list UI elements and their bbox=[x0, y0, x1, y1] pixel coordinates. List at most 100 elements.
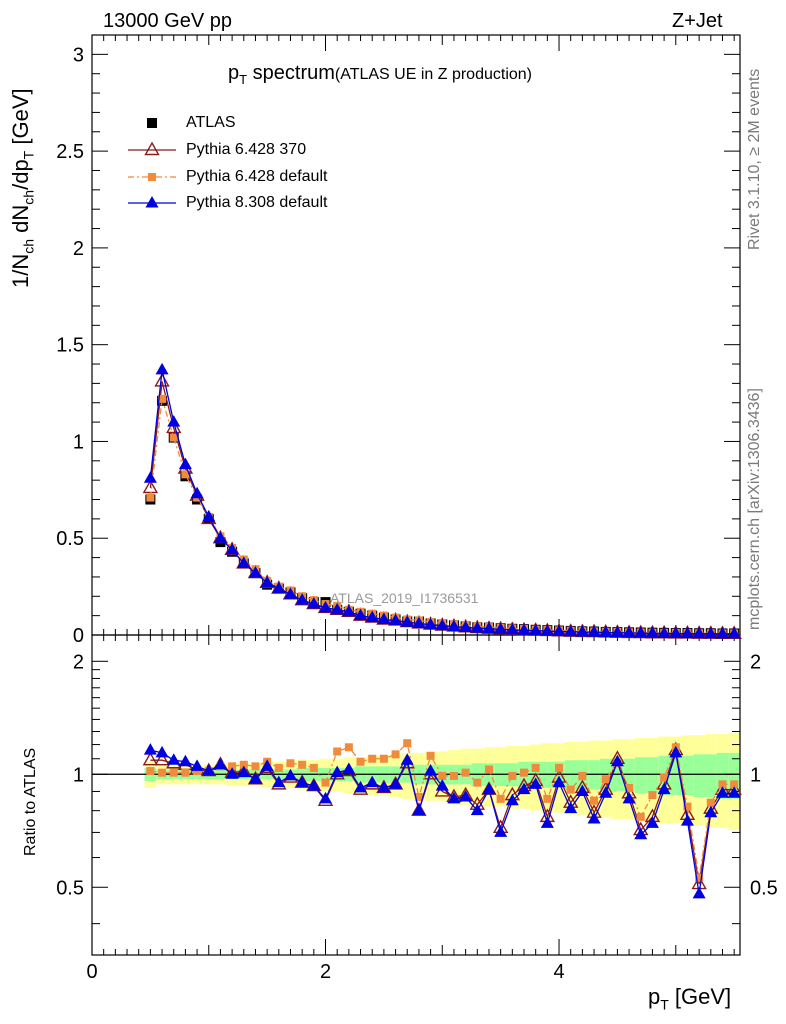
band-stat bbox=[646, 757, 659, 794]
data-point-11 bbox=[543, 794, 552, 803]
data-point-12 bbox=[447, 791, 461, 804]
data-point-11 bbox=[520, 768, 528, 777]
data-point-3 bbox=[447, 619, 461, 632]
data-point-12 bbox=[529, 777, 543, 789]
data-point-12 bbox=[190, 759, 204, 771]
data-point-12 bbox=[564, 801, 578, 814]
data-point-1 bbox=[154, 373, 170, 387]
data-point-12 bbox=[552, 775, 566, 788]
data-point-2 bbox=[181, 470, 190, 479]
data-point-3 bbox=[389, 613, 403, 626]
data-point-3 bbox=[599, 625, 613, 637]
data-point-11 bbox=[169, 768, 178, 777]
data-point-11 bbox=[251, 762, 260, 771]
data-point-3 bbox=[634, 626, 648, 638]
data-point-12 bbox=[389, 777, 403, 789]
data-point-12 bbox=[202, 764, 216, 776]
data-point-11 bbox=[473, 778, 482, 787]
data-point-11 bbox=[426, 751, 435, 760]
data-point-12 bbox=[412, 803, 426, 816]
band-stat bbox=[634, 757, 647, 794]
data-point-3 bbox=[529, 623, 543, 636]
data-point-3 bbox=[692, 626, 706, 639]
band-stat bbox=[681, 755, 694, 796]
band-stat bbox=[704, 754, 717, 797]
legend-label-atlas: ATLAS bbox=[186, 114, 236, 131]
y-tick-label-bottom: 1 bbox=[73, 764, 84, 786]
data-point-3 bbox=[645, 626, 659, 638]
y-tick-label-bottom: 0.5 bbox=[56, 877, 84, 899]
data-point-3 bbox=[459, 620, 473, 632]
legend-label-p6-default: Pythia 6.428 default bbox=[186, 168, 328, 185]
data-point-3 bbox=[400, 615, 414, 627]
title-small: (ATLAS UE in Z production) bbox=[334, 66, 532, 83]
data-point-10 bbox=[142, 751, 159, 766]
data-point-12 bbox=[319, 791, 333, 804]
data-point-11 bbox=[449, 771, 458, 780]
title-rest: spectrum bbox=[247, 62, 335, 84]
band-stat bbox=[564, 760, 577, 790]
data-point-12 bbox=[167, 753, 181, 765]
data-point-12 bbox=[645, 816, 659, 828]
data-point-11 bbox=[414, 792, 423, 801]
data-point-11 bbox=[146, 767, 155, 776]
data-point-12 bbox=[178, 754, 192, 767]
data-point-3 bbox=[377, 612, 391, 625]
band-stat bbox=[693, 754, 705, 797]
data-point-3 bbox=[564, 624, 578, 637]
y-tick-label-top: 0.5 bbox=[56, 528, 84, 550]
data-point-11 bbox=[333, 747, 342, 756]
data-point-12 bbox=[365, 775, 379, 788]
data-point-3 bbox=[213, 531, 227, 543]
data-point-11 bbox=[706, 798, 715, 807]
data-point-12 bbox=[283, 768, 297, 781]
data-point-12 bbox=[657, 782, 671, 795]
band-stat bbox=[599, 758, 612, 792]
y-tick-label-bottom-right: 2 bbox=[750, 651, 761, 673]
data-point-3 bbox=[295, 593, 309, 605]
data-point-3 bbox=[482, 621, 496, 634]
data-point-11 bbox=[321, 778, 330, 787]
analysis-watermark: ATLAS_2019_I1736531 bbox=[330, 590, 479, 606]
data-point-11 bbox=[636, 812, 645, 821]
data-point-3 bbox=[622, 625, 636, 638]
data-point-12 bbox=[143, 743, 157, 755]
data-point-3 bbox=[167, 415, 181, 427]
y-tick-label-top: 1.5 bbox=[56, 335, 84, 357]
data-point-11 bbox=[625, 783, 634, 792]
data-point-11 bbox=[730, 780, 739, 789]
data-point-12 bbox=[575, 784, 589, 796]
data-point-3 bbox=[470, 621, 484, 633]
data-point-12 bbox=[272, 775, 286, 788]
data-point-3 bbox=[680, 626, 694, 639]
data-point-11 bbox=[683, 802, 692, 811]
data-point-12 bbox=[680, 814, 694, 826]
data-point-12 bbox=[540, 816, 554, 828]
y-tick-label-top: 1 bbox=[73, 431, 84, 453]
data-point-12 bbox=[307, 779, 321, 791]
data-point-3 bbox=[517, 623, 531, 635]
data-point-11 bbox=[484, 765, 493, 774]
data-point-3 bbox=[237, 556, 251, 568]
data-point-3 bbox=[657, 626, 671, 638]
xlabel: pT [GeV] bbox=[648, 984, 732, 1013]
data-point-12 bbox=[400, 753, 414, 765]
data-point-2 bbox=[158, 394, 167, 403]
y-tick-label-top: 2 bbox=[73, 238, 84, 260]
band-stat bbox=[623, 758, 635, 792]
data-point-11 bbox=[555, 763, 564, 772]
legend-label-p6-370: Pythia 6.428 370 bbox=[186, 141, 307, 158]
data-point-11 bbox=[239, 760, 248, 769]
data-point-3 bbox=[190, 486, 204, 499]
data-point-3 bbox=[575, 625, 589, 637]
data-point-3 bbox=[669, 626, 683, 638]
data-point-12 bbox=[599, 786, 613, 798]
data-point-3 bbox=[319, 600, 333, 613]
data-point-11 bbox=[648, 791, 657, 800]
data-point-3 bbox=[202, 509, 216, 522]
data-point-12 bbox=[715, 786, 729, 798]
bottom-frame bbox=[91, 634, 741, 956]
title-sub: T bbox=[239, 72, 248, 87]
data-point-12 bbox=[248, 772, 262, 784]
